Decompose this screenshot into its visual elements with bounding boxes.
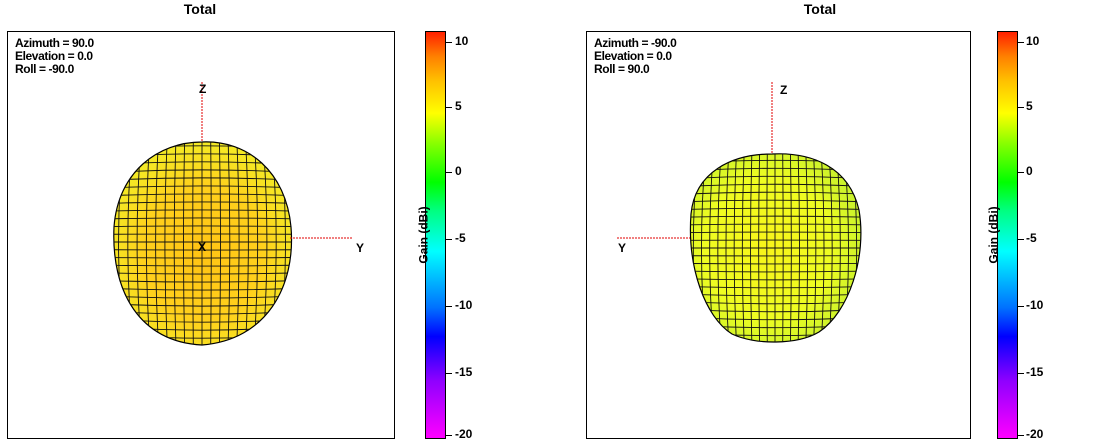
elevation-label: Elevation = 0.0: [15, 49, 93, 63]
mesh-line: [113, 295, 292, 299]
mesh-line: [113, 217, 292, 220]
view-info: Azimuth = -90.0 Elevation = 0.0 Roll = 9…: [594, 36, 677, 76]
mesh-line: [113, 209, 292, 212]
elevation-label: Elevation = 0.0: [594, 49, 672, 63]
mesh-line: [690, 183, 861, 187]
x-axis-label: X: [198, 240, 206, 254]
chart-title: Total: [183, 1, 217, 17]
y-axis-label: Y: [618, 241, 626, 255]
azimuth-label: Azimuth = -90.0: [594, 36, 677, 50]
z-axis-label: Z: [199, 82, 206, 96]
mesh-line: [113, 272, 292, 275]
colorbar-tick: [1018, 172, 1024, 173]
mesh-line: [113, 287, 292, 291]
colorbar-tick: [446, 42, 452, 43]
colorbar: [997, 31, 1018, 439]
pattern-scene: Z X Y: [113, 82, 364, 346]
mesh-line: [113, 256, 292, 259]
colorbar-tick-label: -5: [455, 231, 466, 245]
mesh-line: [690, 207, 861, 210]
mesh-line: [113, 201, 292, 204]
colorbar-tick: [446, 306, 452, 307]
right-pattern-panel: Total Azimuth = -90.0 Elevation = 0.0 Ro…: [580, 0, 1100, 443]
mesh-line: [690, 223, 861, 226]
colorbar-tick-label: -10: [1026, 298, 1044, 312]
colorbar-tick: [1018, 373, 1024, 374]
mesh-line: [690, 262, 861, 265]
colorbar-tick: [1018, 306, 1024, 307]
colorbar-label: Gain (dBi): [986, 206, 1001, 264]
colorbar-tick: [1018, 435, 1024, 436]
mesh-line: [690, 231, 861, 234]
mesh-line: [690, 270, 861, 273]
mesh-line: [690, 153, 692, 343]
left-pattern-panel: Total Azimuth = 90.0 Elevation = 0.0 Rol…: [7, 1, 473, 441]
mesh-line: [113, 225, 292, 228]
colorbar-tick: [1018, 239, 1024, 240]
colorbar-tick: [446, 239, 452, 240]
mesh-line: [690, 293, 861, 297]
pattern-scene: Z Y: [617, 82, 862, 343]
colorbar-tick: [446, 373, 452, 374]
mesh-line: [113, 185, 292, 189]
colorbar-tick-label: 10: [455, 34, 469, 48]
colorbar-tick-label: -15: [455, 365, 473, 379]
view-info: Azimuth = 90.0 Elevation = 0.0 Roll = -9…: [15, 37, 94, 76]
chart-title: Total: [803, 1, 837, 17]
plot-area: Azimuth = -90.0 Elevation = 0.0 Roll = 9…: [586, 31, 971, 439]
colorbar: [425, 31, 446, 439]
colorbar-tick-label: 0: [455, 164, 462, 178]
colorbar-tick-label: -20: [455, 427, 473, 441]
colorbar-tick-label: 5: [1026, 99, 1033, 113]
colorbar-tick-label: -20: [1026, 427, 1044, 441]
mesh-line: [690, 278, 861, 281]
colorbar-tick: [446, 107, 452, 108]
colorbar-tick: [446, 172, 452, 173]
mesh-line: [690, 199, 861, 203]
colorbar-tick-label: 0: [1026, 164, 1033, 178]
plot-area: Azimuth = 90.0 Elevation = 0.0 Roll = -9…: [7, 31, 395, 439]
colorbar-tick-label: -15: [1026, 365, 1044, 379]
mesh-line: [113, 193, 292, 197]
colorbar-tick: [1018, 107, 1024, 108]
azimuth-label: Azimuth = 90.0: [15, 36, 94, 50]
roll-label: Roll = 90.0: [594, 62, 650, 76]
mesh-line: [113, 264, 292, 267]
z-axis-label: Z: [780, 83, 787, 97]
colorbar-tick-label: 10: [1026, 34, 1040, 48]
mesh-line: [113, 280, 292, 283]
mesh-line: [690, 286, 861, 289]
colorbar-tick: [446, 435, 452, 436]
mesh-line: [690, 191, 861, 195]
colorbar-tick-label: -5: [1026, 231, 1037, 245]
y-axis-label: Y: [356, 241, 364, 255]
colorbar-tick: [1018, 42, 1024, 43]
colorbar-tick-label: 5: [455, 99, 462, 113]
roll-label: Roll = -90.0: [15, 62, 74, 76]
surface-mesh: [113, 141, 292, 345]
colorbar-label: Gain (dBi): [416, 206, 431, 264]
mesh-line: [690, 215, 861, 218]
colorbar-tick-label: -10: [455, 298, 473, 312]
